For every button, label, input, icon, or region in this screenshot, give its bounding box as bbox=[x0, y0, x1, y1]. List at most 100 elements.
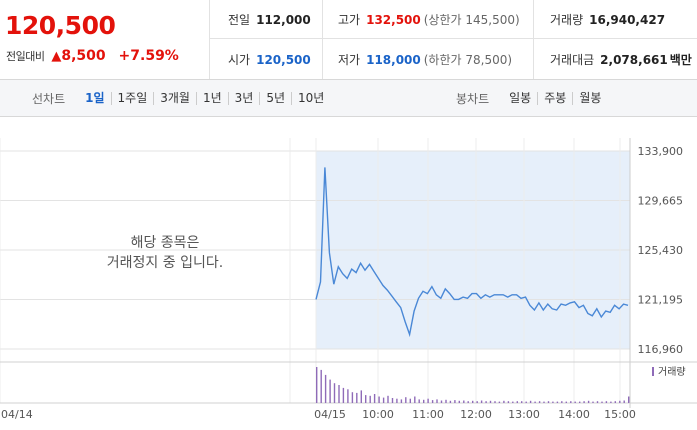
trading-halt-message: 해당 종목은 거래정지 중 입니다. bbox=[80, 233, 250, 273]
prev-close-label: 전일 bbox=[228, 13, 251, 27]
volume-bar bbox=[476, 401, 478, 403]
tab-period-2[interactable]: 3개월 bbox=[153, 92, 196, 105]
volume-bar bbox=[596, 401, 599, 403]
halt-message-line-1: 해당 종목은 bbox=[130, 235, 200, 251]
stat-high: 고가 132,500 (상한가 145,500) bbox=[338, 11, 520, 28]
x-tick-label: 15:00 bbox=[604, 408, 636, 421]
tab-candle-0[interactable]: 일봉 bbox=[509, 91, 532, 105]
open-value: 120,500 bbox=[256, 53, 311, 67]
volume-bar bbox=[316, 367, 318, 403]
change-label: 전일대비 bbox=[6, 50, 45, 63]
volume-bar bbox=[583, 401, 585, 403]
tab-period-3[interactable]: 1년 bbox=[195, 92, 228, 105]
volume-bar bbox=[400, 399, 403, 403]
volume-bar bbox=[467, 401, 469, 403]
volume-bar bbox=[423, 399, 425, 403]
volume-bar bbox=[623, 400, 625, 403]
x-tick-label: 14:00 bbox=[558, 408, 590, 421]
trade-value-value: 2,078,661 bbox=[600, 53, 668, 67]
volume-bar bbox=[547, 401, 550, 403]
volume-bar bbox=[628, 396, 630, 403]
chart-svg: 133,900 129,665 125,430 121,195 116,960 거래량 04… bbox=[0, 138, 697, 421]
stock-summary: 120,500 전일대비 ▲8,500 +7.59% 전일 112,000 고가 1… bbox=[0, 0, 697, 79]
volume-bar bbox=[324, 374, 327, 403]
x-tick-label: 11:00 bbox=[412, 408, 444, 421]
high-value: 132,500 bbox=[366, 13, 421, 27]
volume-bar bbox=[436, 399, 438, 403]
volume-bar bbox=[378, 396, 380, 403]
stat-trade-value: 거래대금 2,078,661 백만 bbox=[550, 51, 692, 68]
stat-open: 시가 120,500 bbox=[228, 51, 311, 68]
volume-bar bbox=[445, 399, 447, 403]
volume-bar bbox=[529, 400, 532, 403]
volume-bar bbox=[320, 369, 322, 403]
volume-bar bbox=[574, 401, 576, 403]
y-tick-label: 129,665 bbox=[638, 195, 684, 208]
volume-bar bbox=[516, 401, 518, 403]
volume-bar bbox=[427, 398, 429, 403]
volume-bar bbox=[601, 401, 603, 403]
volume-bar bbox=[333, 383, 336, 403]
volume-bar bbox=[449, 400, 452, 403]
tab-period-1[interactable]: 1주일 bbox=[110, 92, 154, 105]
volume-label: 거래량 bbox=[658, 366, 686, 378]
volume-bar bbox=[396, 398, 398, 403]
volume-bar bbox=[556, 401, 559, 403]
tab-period-6[interactable]: 10년 bbox=[291, 92, 330, 105]
volume-bar bbox=[431, 400, 434, 403]
y-tick-label: 125,430 bbox=[638, 244, 684, 257]
volume-bar bbox=[365, 395, 367, 403]
volume-bar bbox=[414, 396, 416, 403]
volume-bar bbox=[387, 395, 389, 403]
volume-bar bbox=[382, 397, 385, 403]
volume-bar bbox=[351, 392, 354, 403]
volume-bar bbox=[494, 401, 496, 403]
volume-bar bbox=[619, 400, 621, 403]
tab-period-5[interactable]: 5년 bbox=[259, 92, 291, 105]
stat-volume: 거래량 16,940,427 bbox=[550, 11, 665, 28]
volume-bar bbox=[534, 401, 536, 403]
low-value: 118,000 bbox=[366, 53, 421, 67]
stats-row-1: 전일 112,000 고가 132,500 (상한가 145,500) 거래량 16,9… bbox=[210, 0, 697, 79]
x-tick-label: 04/15 bbox=[314, 408, 346, 421]
tab-period-0[interactable]: 1일 bbox=[85, 91, 105, 105]
x-tick-label: 12:00 bbox=[460, 408, 492, 421]
tab-period-4[interactable]: 3년 bbox=[227, 92, 260, 105]
volume-bar bbox=[579, 401, 581, 403]
volume-bar bbox=[480, 400, 483, 403]
volume-bar bbox=[552, 401, 554, 403]
divider bbox=[322, 0, 323, 79]
price-chart: 133,900 129,665 125,430 121,195 116,960 거래량 04… bbox=[0, 118, 697, 430]
volume-bar bbox=[409, 398, 411, 403]
volume-bar bbox=[503, 400, 505, 403]
trade-value-label: 거래대금 bbox=[550, 53, 595, 67]
volume-bar bbox=[369, 395, 371, 403]
volume-bar bbox=[391, 398, 394, 403]
volume-bar bbox=[498, 401, 501, 403]
volume-bar bbox=[538, 401, 541, 403]
change-amount: 8,500 bbox=[61, 48, 106, 64]
volume-bar bbox=[587, 400, 590, 403]
price-line bbox=[315, 167, 629, 338]
low-label: 저가 bbox=[338, 53, 361, 67]
high-label: 고가 bbox=[338, 13, 361, 27]
halt-message-line-2: 거래정지 중 입니다. bbox=[106, 255, 224, 271]
up-triangle-icon: ▲ bbox=[51, 49, 62, 64]
tab-candle-2[interactable]: 월봉 bbox=[572, 92, 607, 105]
candle-chart-label: 봉차트 bbox=[456, 92, 490, 106]
x-tick-label: 04/14 bbox=[1, 408, 33, 421]
x-tick-label: 13:00 bbox=[508, 408, 540, 421]
divider bbox=[533, 0, 534, 79]
volume-bar bbox=[347, 389, 349, 403]
line-chart-label: 선차트 bbox=[32, 92, 66, 106]
volume-bar bbox=[489, 400, 492, 403]
stat-low: 저가 118,000 (하한가 78,500) bbox=[338, 51, 512, 68]
volume-bar bbox=[485, 401, 487, 403]
volume-bar bbox=[329, 379, 331, 403]
current-price-box: 120,500 전일대비 ▲8,500 +7.59% bbox=[0, 0, 210, 79]
volume-bar bbox=[440, 400, 443, 403]
x-tick-label: 10:00 bbox=[362, 408, 394, 421]
volume-bar bbox=[405, 397, 407, 403]
tab-candle-1[interactable]: 주봉 bbox=[537, 92, 572, 105]
volume-bar bbox=[454, 400, 456, 403]
